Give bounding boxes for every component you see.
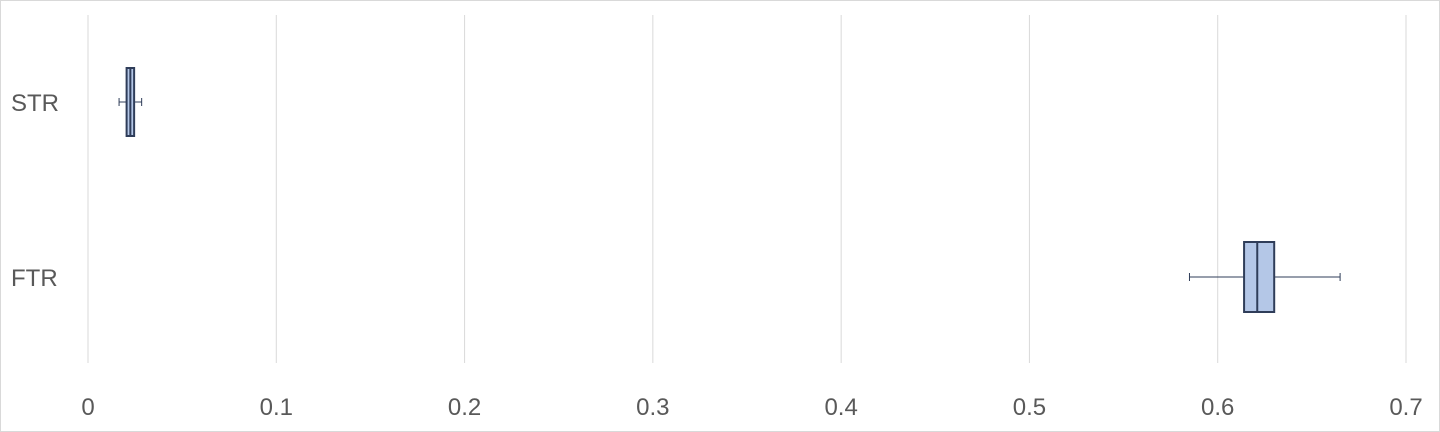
- x-tick-label: 0.3: [636, 394, 669, 421]
- x-tick-label: 0.4: [824, 394, 857, 421]
- x-tick-label: 0.2: [448, 394, 481, 421]
- x-axis-ticks: 0 0.1 0.2 0.3 0.4 0.5 0.6 0.7: [81, 394, 1422, 421]
- boxes: [118, 67, 1341, 313]
- x-tick-label: 0: [81, 394, 94, 421]
- category-labels: STR FTR: [11, 90, 59, 292]
- iqr-box: [1243, 241, 1276, 313]
- x-tick-label: 0.5: [1013, 394, 1046, 421]
- x-tick-label: 0.1: [260, 394, 293, 421]
- box-ftr: [1188, 241, 1341, 313]
- box-str: [118, 67, 143, 137]
- x-tick-label: 0.7: [1389, 394, 1422, 421]
- gridlines: [87, 15, 1407, 363]
- category-label: STR: [11, 90, 59, 117]
- category-label: FTR: [11, 265, 58, 292]
- x-tick-label: 0.6: [1201, 394, 1234, 421]
